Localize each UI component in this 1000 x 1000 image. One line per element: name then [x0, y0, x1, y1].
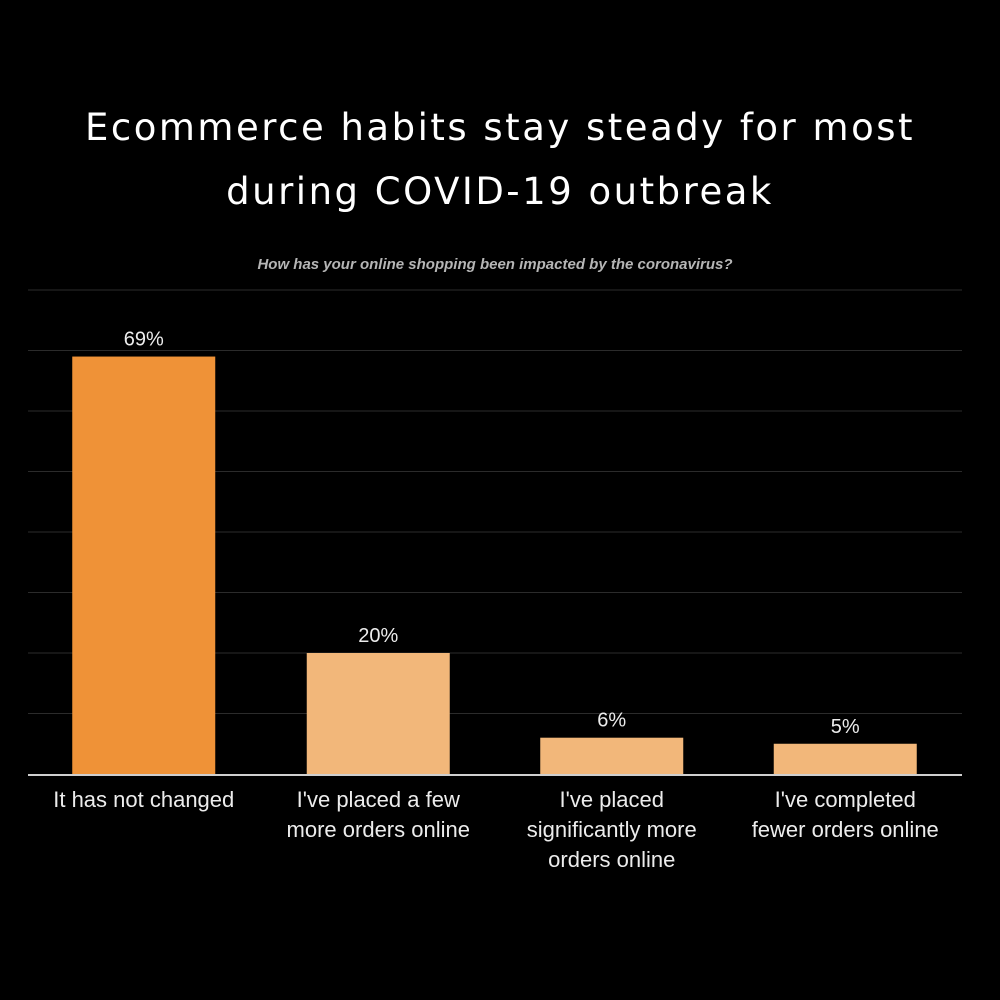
category-label: more orders online: [287, 817, 470, 842]
category-label: orders online: [548, 847, 675, 872]
category-label: I've placed a few: [297, 787, 460, 812]
category-label: fewer orders online: [752, 817, 939, 842]
page-title: Ecommerce habits stay steady for most du…: [0, 96, 1000, 224]
data-label: 69%: [124, 329, 164, 351]
category-label: significantly more: [527, 817, 697, 842]
data-label: 5%: [831, 716, 860, 738]
bar: [773, 743, 917, 774]
data-label: 6%: [597, 710, 626, 732]
bar: [72, 356, 216, 774]
data-label: 20%: [358, 625, 398, 647]
category-label: It has not changed: [53, 787, 234, 812]
category-labels: It has not changed I've placed a few more …: [53, 787, 939, 872]
bars: [72, 356, 917, 774]
bar: [540, 737, 684, 774]
page-title-line-2: during COVID-19 outbreak: [226, 170, 774, 213]
value-labels: 69% 20% 6% 5%: [124, 329, 860, 738]
page-title-line-1: Ecommerce habits stay steady for most: [85, 106, 915, 149]
bar: [306, 653, 450, 774]
chart-subtitle: How has your online shopping been impact…: [257, 256, 733, 273]
category-label: I've placed: [560, 787, 665, 812]
category-label: I've completed: [775, 787, 916, 812]
